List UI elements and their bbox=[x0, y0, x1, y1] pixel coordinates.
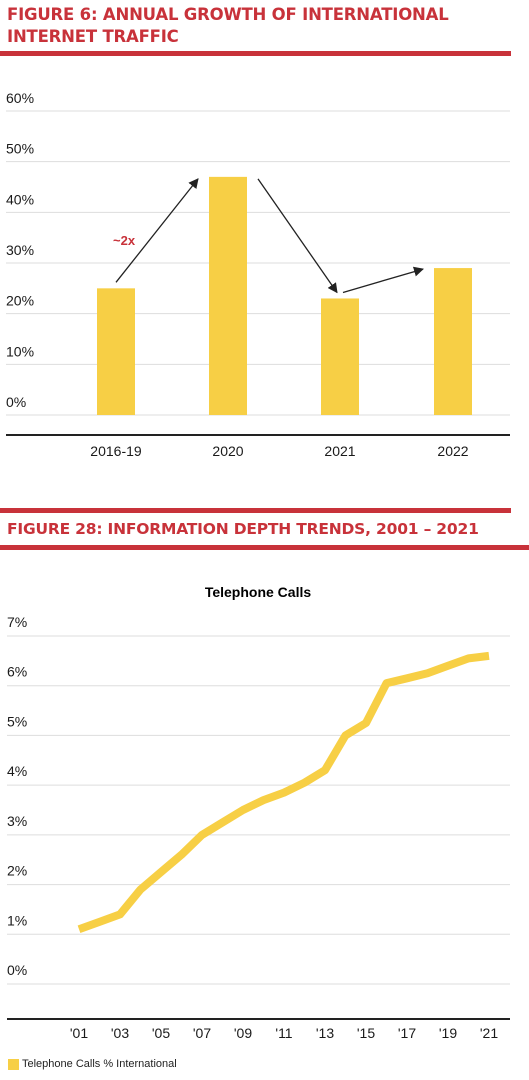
y-tick-label: 30% bbox=[6, 242, 34, 258]
y-tick-label: 1% bbox=[7, 912, 27, 928]
x-tick-label: '13 bbox=[316, 1025, 334, 1041]
series-line bbox=[77, 651, 490, 934]
x-tick-label: '09 bbox=[234, 1025, 252, 1041]
y-tick-label: 50% bbox=[6, 141, 34, 157]
chart-title: Telephone Calls bbox=[205, 584, 312, 600]
x-tick-label: '15 bbox=[357, 1025, 375, 1041]
x-tick-label: '07 bbox=[193, 1025, 211, 1041]
x-tick-label: '01 bbox=[70, 1025, 88, 1041]
figure2-title-rule bbox=[0, 545, 529, 550]
legend-swatch bbox=[8, 1058, 19, 1070]
bar bbox=[97, 288, 135, 415]
figure2-top-rule bbox=[0, 508, 511, 513]
legend-label: Telephone Calls % International bbox=[22, 1058, 177, 1070]
y-tick-label: 5% bbox=[7, 713, 27, 729]
line-chart: Telephone Calls 0% 1% 2% 3% 4% 5% 6% 7% '01 '03 '… bbox=[7, 584, 510, 1041]
bar bbox=[209, 176, 247, 415]
figure2-title: FIGURE 28: INFORMATION DEPTH TRENDS, 200… bbox=[7, 520, 479, 538]
y-tick-label: 4% bbox=[7, 763, 27, 779]
y-tick-label: 40% bbox=[6, 191, 34, 207]
trend-arrow bbox=[115, 178, 199, 283]
chart-legend: Telephone Calls % International bbox=[8, 1058, 177, 1070]
y-tick-label: 0% bbox=[6, 394, 26, 410]
x-tick-label: 2016-19 bbox=[90, 443, 142, 459]
trend-arrow bbox=[257, 178, 338, 294]
y-tick-label: 20% bbox=[6, 293, 34, 309]
figure1-title-rule bbox=[0, 51, 511, 56]
y-tick-label: 3% bbox=[7, 813, 27, 829]
figure1-title: FIGURE 6: ANNUAL GROWTH OF INTERNATIONAL… bbox=[7, 5, 449, 46]
x-tick-label: '11 bbox=[275, 1025, 292, 1041]
y-tick-label: 2% bbox=[7, 863, 27, 879]
y-tick-label: 10% bbox=[6, 343, 34, 359]
x-tick-label: '05 bbox=[152, 1025, 170, 1041]
x-tick-label: '19 bbox=[439, 1025, 457, 1041]
bar bbox=[321, 298, 359, 415]
y-tick-label: 60% bbox=[6, 90, 34, 106]
x-tick-label: 2020 bbox=[212, 443, 243, 459]
x-tick-label: '03 bbox=[111, 1025, 129, 1041]
y-tick-label: 6% bbox=[7, 664, 27, 680]
x-tick-label: '17 bbox=[398, 1025, 416, 1041]
x-tick-label: 2022 bbox=[437, 443, 468, 459]
y-tick-label: 7% bbox=[7, 614, 27, 630]
x-tick-label: '21 bbox=[480, 1025, 498, 1041]
y-tick-label: 0% bbox=[7, 962, 27, 978]
x-tick-label: 2021 bbox=[324, 443, 355, 459]
bar-chart: 0% 10% 20% 30% 40% 50% 60% 2016-19 2020 2021 2022… bbox=[6, 90, 510, 459]
trend-arrow bbox=[342, 266, 424, 294]
bar bbox=[434, 268, 472, 415]
growth-annotation: ~2x bbox=[113, 233, 136, 248]
